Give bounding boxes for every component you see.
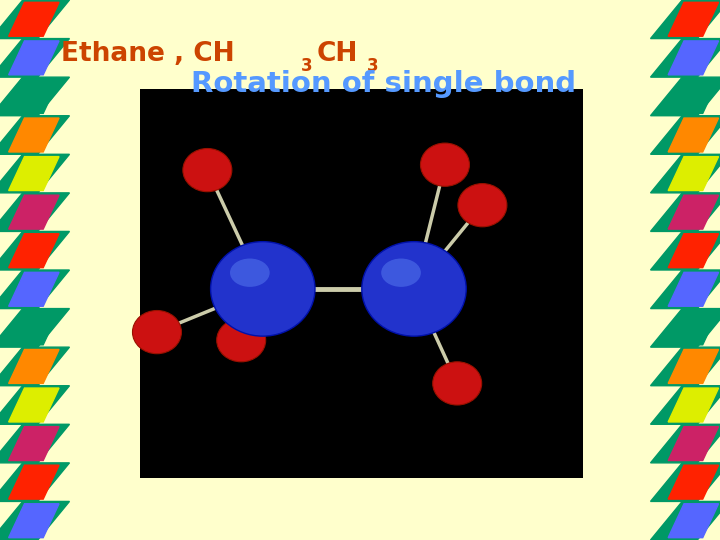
Ellipse shape	[458, 184, 507, 227]
Ellipse shape	[132, 310, 181, 354]
Polygon shape	[668, 195, 719, 229]
Polygon shape	[668, 79, 719, 113]
Polygon shape	[9, 388, 59, 422]
Polygon shape	[0, 463, 69, 502]
Polygon shape	[9, 427, 59, 461]
Polygon shape	[0, 0, 69, 38]
Ellipse shape	[211, 241, 315, 336]
Polygon shape	[0, 193, 69, 232]
Polygon shape	[0, 38, 69, 77]
Polygon shape	[668, 465, 719, 499]
Text: 3: 3	[301, 57, 312, 75]
Polygon shape	[651, 154, 720, 193]
Polygon shape	[668, 157, 719, 191]
Polygon shape	[651, 270, 720, 308]
Polygon shape	[651, 232, 720, 270]
Polygon shape	[0, 77, 69, 116]
Polygon shape	[668, 311, 719, 345]
Polygon shape	[9, 272, 59, 306]
Polygon shape	[651, 0, 720, 38]
Polygon shape	[0, 308, 69, 347]
Polygon shape	[0, 232, 69, 270]
Polygon shape	[651, 38, 720, 77]
Polygon shape	[668, 118, 719, 152]
Polygon shape	[668, 272, 719, 306]
Polygon shape	[9, 157, 59, 191]
Polygon shape	[9, 118, 59, 152]
Polygon shape	[651, 116, 720, 154]
Polygon shape	[9, 311, 59, 345]
Text: 3: 3	[367, 57, 379, 75]
Polygon shape	[651, 308, 720, 347]
Ellipse shape	[381, 259, 421, 287]
Polygon shape	[0, 502, 69, 540]
Polygon shape	[668, 504, 719, 538]
Polygon shape	[668, 234, 719, 268]
Text: CH: CH	[317, 41, 358, 67]
Ellipse shape	[217, 319, 266, 362]
Text: Rotation of single bond: Rotation of single bond	[191, 70, 576, 98]
Polygon shape	[9, 79, 59, 113]
Polygon shape	[0, 386, 69, 424]
Polygon shape	[9, 41, 59, 75]
Polygon shape	[651, 193, 720, 232]
Bar	[140, 89, 583, 478]
Polygon shape	[651, 502, 720, 540]
Polygon shape	[651, 424, 720, 463]
Polygon shape	[9, 504, 59, 538]
Polygon shape	[668, 388, 719, 422]
Polygon shape	[0, 270, 69, 308]
Polygon shape	[651, 386, 720, 424]
Polygon shape	[651, 463, 720, 502]
Polygon shape	[9, 2, 59, 36]
Polygon shape	[9, 195, 59, 229]
Polygon shape	[0, 154, 69, 193]
Polygon shape	[651, 77, 720, 116]
Ellipse shape	[230, 259, 270, 287]
Polygon shape	[0, 424, 69, 463]
Polygon shape	[0, 116, 69, 154]
Ellipse shape	[420, 143, 469, 186]
Polygon shape	[9, 465, 59, 499]
Polygon shape	[9, 234, 59, 268]
Polygon shape	[651, 347, 720, 386]
Ellipse shape	[361, 241, 467, 336]
Polygon shape	[668, 41, 719, 75]
Polygon shape	[0, 347, 69, 386]
Ellipse shape	[183, 148, 232, 192]
Text: Ethane , CH: Ethane , CH	[61, 41, 235, 67]
Polygon shape	[668, 349, 719, 383]
Ellipse shape	[433, 362, 482, 405]
Polygon shape	[9, 349, 59, 383]
Polygon shape	[668, 2, 719, 36]
Polygon shape	[668, 427, 719, 461]
